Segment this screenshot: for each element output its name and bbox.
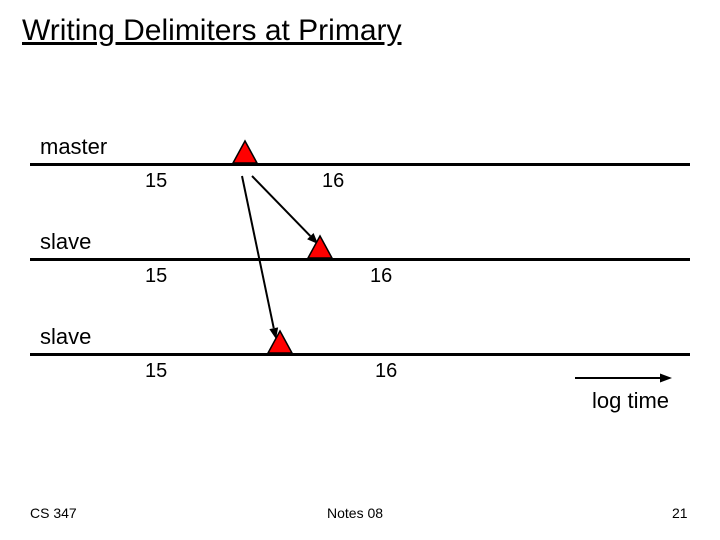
arrow-icon bbox=[575, 374, 672, 383]
log-time-label: log time bbox=[592, 388, 669, 414]
timeline-right-num: 16 bbox=[375, 360, 397, 383]
diagram-overlay bbox=[0, 0, 720, 540]
footer-right: 21 bbox=[672, 505, 688, 521]
timeline-left-num: 15 bbox=[145, 170, 167, 193]
timeline-label-slave: slave bbox=[40, 229, 91, 255]
footer-center: Notes 08 bbox=[327, 505, 383, 521]
timeline-label-master: master bbox=[40, 134, 107, 160]
slide: Writing Delimiters at Primary master 15 … bbox=[0, 0, 720, 540]
timeline-line bbox=[30, 353, 690, 356]
delimiter-triangle-icon bbox=[308, 236, 332, 258]
delimiter-triangle-icon bbox=[268, 331, 292, 353]
footer-left: CS 347 bbox=[30, 505, 77, 521]
slide-title: Writing Delimiters at Primary bbox=[22, 14, 402, 48]
delimiter-triangle-icon bbox=[233, 141, 257, 163]
arrow-icon bbox=[252, 176, 318, 244]
timeline-label-slave: slave bbox=[40, 324, 91, 350]
timeline-left-num: 15 bbox=[145, 265, 167, 288]
timeline-left-num: 15 bbox=[145, 360, 167, 383]
timeline-line bbox=[30, 258, 690, 261]
timeline-right-num: 16 bbox=[322, 170, 344, 193]
timeline-line bbox=[30, 163, 690, 166]
timeline-right-num: 16 bbox=[370, 265, 392, 288]
